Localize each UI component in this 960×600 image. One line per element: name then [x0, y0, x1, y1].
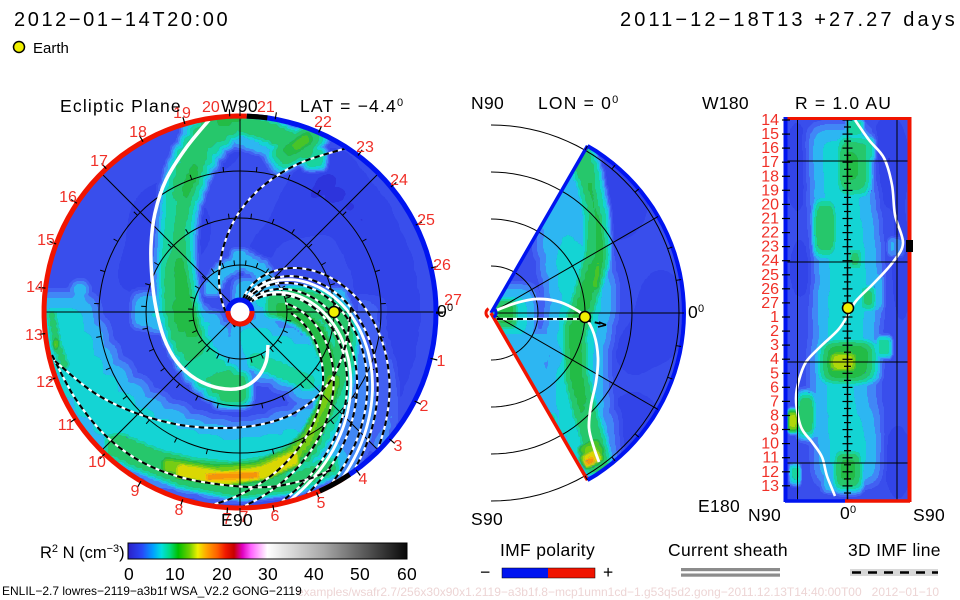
svg-text:Earth: Earth: [33, 40, 69, 57]
svg-text:15: 15: [37, 232, 55, 249]
svg-text:13: 13: [761, 478, 779, 495]
svg-text:8: 8: [770, 408, 779, 425]
svg-text:5: 5: [770, 365, 779, 382]
svg-text:7: 7: [240, 509, 249, 526]
svg-text:15: 15: [761, 126, 779, 143]
svg-text:27: 27: [761, 295, 779, 312]
svg-text:14: 14: [26, 279, 44, 296]
svg-text:30: 30: [258, 564, 278, 584]
svg-text:4: 4: [770, 351, 779, 368]
svg-text:6: 6: [770, 379, 779, 396]
svg-text:26: 26: [433, 257, 451, 274]
svg-text:50: 50: [350, 564, 370, 584]
svg-text:−: −: [480, 562, 491, 582]
svg-text:2: 2: [420, 398, 429, 415]
svg-text:2011−12−18T13 +27.27 days: 2011−12−18T13 +27.27 days: [620, 9, 958, 31]
svg-text:R = 1.0 AU: R = 1.0 AU: [795, 93, 892, 113]
svg-text:7: 7: [770, 393, 779, 410]
svg-text:7: 7: [223, 511, 232, 528]
svg-text:0: 0: [124, 564, 134, 584]
svg-text:4: 4: [359, 471, 368, 488]
svg-text:24: 24: [761, 253, 779, 270]
svg-text:ENLIL−2.7 lowres−2119−a3b1f WS: ENLIL−2.7 lowres−2119−a3b1f WSA_V2.2 GON…: [2, 584, 302, 598]
svg-text:1: 1: [770, 309, 779, 326]
svg-text:3D IMF line: 3D IMF line: [848, 540, 941, 560]
svg-text:E90: E90: [221, 510, 253, 530]
svg-text:S90: S90: [913, 505, 945, 525]
svg-text:23: 23: [761, 239, 779, 256]
svg-text:W90: W90: [221, 96, 258, 116]
svg-text:N90: N90: [748, 505, 781, 525]
svg-text:18: 18: [129, 124, 147, 141]
svg-text:R2 N (cm−3): R2 N (cm−3): [40, 543, 125, 562]
svg-text:14: 14: [761, 112, 779, 129]
svg-text:LAT = −4.40: LAT = −4.40: [300, 96, 404, 116]
svg-text:21: 21: [761, 211, 779, 228]
svg-text:20: 20: [212, 564, 232, 584]
svg-text:8: 8: [175, 502, 184, 519]
svg-text:19: 19: [173, 105, 191, 122]
svg-text:examples/wsafr2.7/256x30x90x1.: examples/wsafr2.7/256x30x90x1.2119−a3b1f…: [297, 585, 939, 599]
svg-text:18: 18: [761, 168, 779, 185]
svg-text:9: 9: [131, 483, 140, 500]
svg-text:24: 24: [390, 172, 408, 189]
svg-text:9: 9: [770, 422, 779, 439]
svg-text:16: 16: [761, 140, 779, 157]
svg-text:5: 5: [317, 495, 326, 512]
svg-text:10: 10: [761, 436, 779, 453]
svg-text:2012−01−14T20:00: 2012−01−14T20:00: [14, 9, 230, 31]
svg-text:23: 23: [356, 139, 374, 156]
svg-text:60: 60: [397, 564, 417, 584]
svg-text:22: 22: [761, 225, 779, 242]
svg-text:1: 1: [437, 353, 446, 370]
svg-text:N90: N90: [471, 93, 504, 113]
svg-text:12: 12: [36, 374, 54, 391]
svg-text:Current sheath: Current sheath: [668, 540, 788, 560]
svg-text:25: 25: [761, 267, 779, 284]
svg-text:6: 6: [271, 508, 280, 525]
svg-text:11: 11: [58, 417, 75, 434]
svg-text:20: 20: [202, 99, 220, 116]
svg-text:S90: S90: [471, 509, 503, 529]
svg-text:W180: W180: [702, 93, 749, 113]
svg-text:IMF polarity: IMF polarity: [500, 540, 595, 560]
svg-text:21: 21: [257, 99, 275, 116]
svg-text:11: 11: [762, 450, 779, 467]
svg-text:25: 25: [417, 212, 435, 229]
svg-text:40: 40: [304, 564, 324, 584]
svg-text:E180: E180: [698, 496, 740, 516]
svg-text:3: 3: [770, 337, 779, 354]
svg-text:Ecliptic Plane: Ecliptic Plane: [60, 96, 182, 116]
svg-text:3: 3: [394, 438, 403, 455]
svg-text:10: 10: [165, 564, 185, 584]
svg-text:27: 27: [444, 292, 462, 309]
svg-text:17: 17: [90, 153, 108, 170]
svg-text:26: 26: [761, 281, 779, 298]
svg-text:16: 16: [59, 189, 77, 206]
svg-text:10: 10: [88, 454, 106, 471]
svg-text:13: 13: [25, 327, 43, 344]
svg-text:12: 12: [761, 464, 779, 481]
svg-text:2: 2: [770, 323, 779, 340]
svg-text:20: 20: [761, 196, 779, 213]
svg-text:17: 17: [761, 154, 779, 171]
svg-text:22: 22: [314, 114, 332, 131]
svg-text:LON = 00: LON = 00: [538, 93, 619, 113]
svg-text:+: +: [603, 562, 614, 582]
svg-text:19: 19: [761, 182, 779, 199]
